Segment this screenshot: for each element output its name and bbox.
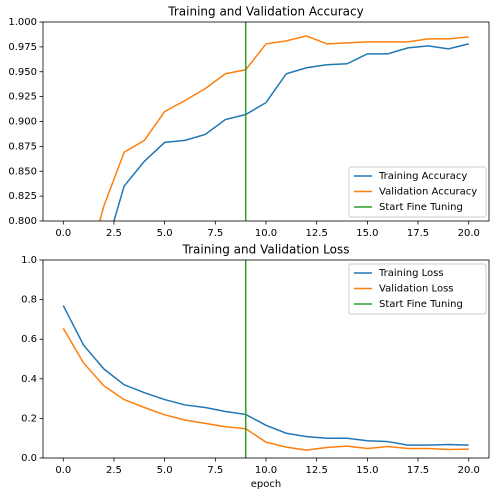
x-tick-label: 12.5	[306, 228, 328, 239]
x-tick-label: 10.0	[255, 228, 277, 239]
y-tick-label: 0.925	[8, 92, 37, 103]
x-tick-label: 17.5	[407, 228, 429, 239]
y-tick-label: 0.950	[8, 67, 37, 78]
x-tick-label: 0.0	[55, 228, 71, 239]
x-tick-label: 17.5	[407, 465, 429, 476]
legend-label: Validation Accuracy	[379, 187, 477, 198]
y-tick-label: 0.2	[21, 413, 37, 424]
y-tick-label: 0.4	[21, 374, 37, 385]
legend-label: Training Loss	[378, 268, 444, 279]
y-tick-label: 1.000	[8, 17, 37, 28]
x-tick-label: 5.0	[157, 465, 173, 476]
chart-title: Training and Validation Accuracy	[167, 5, 363, 19]
axes-frame	[42, 21, 490, 222]
y-tick-label: 0.0	[21, 453, 37, 464]
y-tick-label: 0.800	[8, 216, 37, 227]
y-tick-label: 0.8	[21, 295, 37, 306]
x-tick-label: 15.0	[356, 228, 378, 239]
x-tick-label: 7.5	[207, 228, 223, 239]
x-tick-label: 12.5	[306, 465, 328, 476]
legend-label: Validation Loss	[379, 284, 454, 295]
y-tick-label: 1.0	[21, 255, 37, 266]
y-tick-label: 0.850	[8, 166, 37, 177]
series-line	[98, 35, 469, 221]
x-tick-label: 15.0	[356, 465, 378, 476]
x-tick-label: 0.0	[55, 465, 71, 476]
legend-label: Training Accuracy	[378, 171, 467, 182]
x-tick-label: 10.0	[255, 465, 277, 476]
x-tick-label: 20.0	[458, 465, 480, 476]
series-line	[62, 305, 469, 446]
y-tick-label: 0.900	[8, 117, 37, 128]
legend-label: Start Fine Tuning	[379, 299, 463, 310]
legend-box	[348, 263, 487, 315]
series-line	[62, 327, 469, 451]
x-tick-label: 20.0	[458, 228, 480, 239]
chart-title: Training and Validation Loss	[182, 243, 350, 257]
plot-area	[98, 22, 469, 221]
x-tick-label: 5.0	[157, 228, 173, 239]
x-axis-label: epoch	[251, 479, 281, 490]
legend-label: Start Fine Tuning	[379, 202, 463, 213]
series-line	[113, 43, 469, 221]
x-tick-label: 2.5	[106, 465, 122, 476]
x-tick-label: 2.5	[106, 228, 122, 239]
y-tick-label: 0.6	[21, 334, 37, 345]
y-tick-label: 0.825	[8, 191, 37, 202]
x-tick-label: 7.5	[207, 465, 223, 476]
y-tick-label: 0.975	[8, 42, 37, 53]
y-tick-label: 0.875	[8, 141, 37, 152]
plot-area	[62, 260, 469, 458]
axes-frame	[42, 259, 490, 459]
legend-box	[348, 166, 487, 218]
